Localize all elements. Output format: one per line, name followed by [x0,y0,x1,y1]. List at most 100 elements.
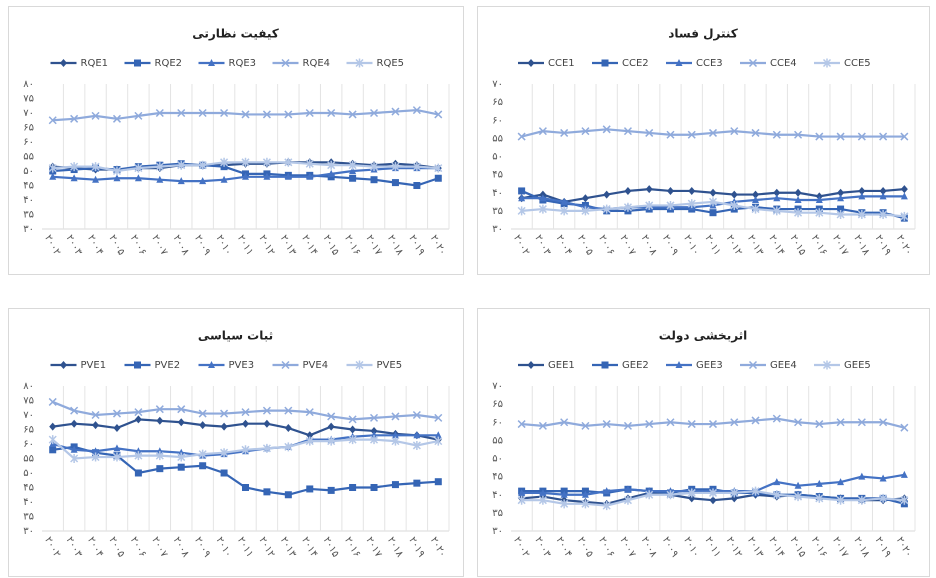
legend-label: RQE2 [155,58,183,69]
marker [220,157,229,167]
marker [198,449,207,459]
y-tick-label: ۸۰ [23,79,34,90]
marker [355,58,364,68]
marker [857,418,866,427]
marker [327,436,336,446]
marker [517,132,526,141]
marker [434,174,442,182]
marker [70,114,79,123]
marker [70,162,79,172]
marker [177,160,186,170]
marker [581,127,590,136]
marker [349,174,357,182]
y-tick-label: ۶۰ [23,137,34,148]
marker [708,128,718,137]
marker [177,463,185,471]
y-tick-label: ۳۰ [492,224,503,235]
y-tick-label: ۳۵ [23,210,34,221]
marker [241,110,250,119]
marker [49,172,57,180]
marker [306,485,314,493]
marker [48,435,57,445]
marker [412,162,421,172]
marker [70,419,78,428]
legend-label: RQE4 [303,58,331,69]
marker [412,106,421,115]
y-tick-label: ۴۵ [23,483,34,494]
marker [177,452,186,462]
marker [355,360,364,370]
marker [539,194,547,202]
legend-label: GEE3 [696,360,723,371]
marker [687,420,696,429]
marker [538,127,547,136]
y-tick-label: ۳۰ [23,526,34,537]
marker [60,59,67,67]
marker [900,192,908,200]
marker [208,59,215,66]
marker [687,130,696,139]
marker [242,484,249,491]
y-tick-label: ۵۰ [23,166,34,177]
marker [177,177,185,185]
marker [773,188,781,197]
marker [263,172,271,180]
marker [751,416,760,425]
marker [730,488,739,498]
marker [413,182,421,189]
marker [879,186,887,195]
marker [284,172,292,180]
marker [349,484,357,491]
marker [70,454,79,463]
panel-frame [477,6,930,275]
y-tick-label: ۷۵ [23,396,34,407]
y-tick-label: ۶۰ [492,115,503,126]
marker [113,174,121,182]
marker [70,445,78,453]
marker [538,495,547,505]
y-tick-label: ۳۰ [492,526,503,537]
y-tick-label: ۷۵ [23,94,34,105]
marker [198,108,207,118]
marker [772,206,781,216]
marker [666,490,675,500]
marker [709,209,717,217]
legend-label: PVE4 [303,360,329,371]
marker [751,204,760,214]
marker [815,493,824,503]
marker [857,132,866,141]
marker [645,185,653,194]
y-tick-label: ۵۵ [23,454,34,465]
marker [837,478,845,486]
y-tick-label: ۶۵ [23,123,34,134]
marker [794,130,803,139]
marker [815,132,824,141]
marker [538,204,547,214]
marker [284,157,293,167]
marker [623,421,632,430]
legend-label: PVE3 [229,360,255,371]
marker [305,108,314,118]
marker [391,412,400,421]
marker [220,469,228,477]
legend-label: RQE5 [377,58,405,69]
marker [349,425,357,434]
marker [113,424,121,433]
marker [581,421,590,430]
marker [822,360,832,370]
marker [752,196,760,203]
marker [113,444,121,452]
marker [391,436,400,446]
marker [858,192,866,200]
marker [730,200,739,210]
panel-frame [8,6,464,275]
marker [155,451,164,461]
marker [794,188,802,197]
chart-title: ثبات سیاسی [198,329,273,343]
marker [837,188,845,197]
marker [879,192,887,200]
panel-frame [477,308,930,577]
marker [156,465,164,473]
